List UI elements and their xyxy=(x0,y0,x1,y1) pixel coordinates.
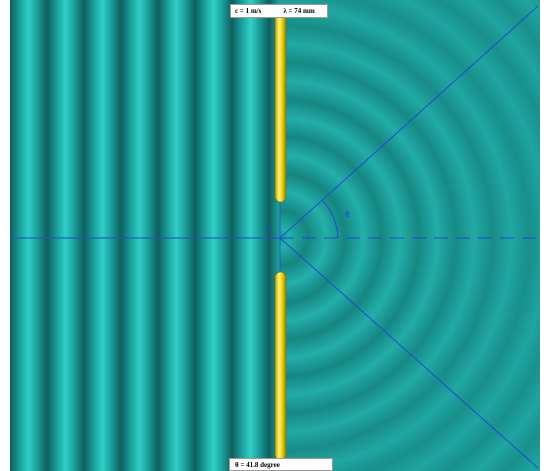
angle-readout-label: θ = 41.8 degree xyxy=(235,460,280,469)
lower-angle-line xyxy=(279,237,539,469)
wave-speed-label: c = 1 m/s xyxy=(235,7,262,15)
wavelength-label: λ = 74 mm xyxy=(283,7,315,15)
upper-angle-line xyxy=(279,5,539,239)
parameters-box: c = 1 m/s λ = 74 mm xyxy=(230,4,328,18)
angle-arc xyxy=(321,199,339,239)
plane-wave-region xyxy=(10,0,280,471)
barrier-upper[interactable] xyxy=(274,9,287,203)
angle-symbol: θ xyxy=(345,210,349,219)
guide-lines xyxy=(10,5,540,469)
angle-readout-box: θ = 41.8 degree xyxy=(229,458,333,471)
slit-width-symbol: a xyxy=(266,223,270,232)
barrier-lower[interactable] xyxy=(274,271,287,461)
